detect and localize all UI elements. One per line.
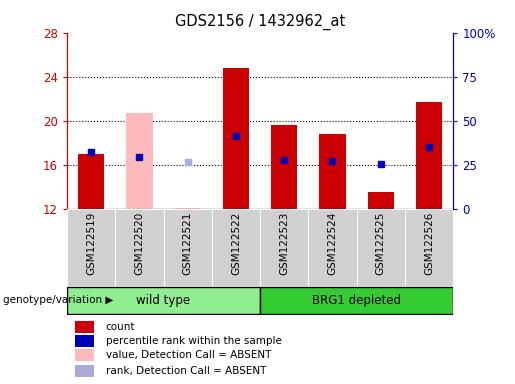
Bar [319,134,346,209]
Text: GSM122520: GSM122520 [134,212,144,275]
Text: value, Detection Call = ABSENT: value, Detection Call = ABSENT [106,350,271,360]
Text: GSM122521: GSM122521 [183,212,193,275]
Bar [260,209,308,286]
Bar [163,209,212,286]
Title: GDS2156 / 1432962_at: GDS2156 / 1432962_at [175,14,345,30]
Bar [75,365,94,377]
Bar [271,125,298,209]
Text: count: count [106,322,135,332]
FancyBboxPatch shape [67,286,260,314]
Bar [75,321,94,333]
Text: percentile rank within the sample: percentile rank within the sample [106,336,282,346]
Bar [405,209,453,286]
Text: wild type: wild type [136,294,191,307]
Text: GSM122525: GSM122525 [376,212,386,275]
FancyBboxPatch shape [260,286,453,314]
Text: GSM122519: GSM122519 [86,212,96,275]
Bar [75,349,94,361]
Bar [126,113,152,209]
Bar [212,209,260,286]
Bar [222,68,249,209]
Bar [416,102,442,209]
Text: GSM122524: GSM122524 [328,212,337,275]
Bar [175,208,201,209]
Bar [308,209,356,286]
Text: GSM122523: GSM122523 [279,212,289,275]
Bar [368,192,394,209]
Text: GSM122526: GSM122526 [424,212,434,275]
Bar [78,154,105,209]
Text: genotype/variation ▶: genotype/variation ▶ [3,295,113,306]
Text: BRG1 depleted: BRG1 depleted [312,294,401,307]
Bar [356,209,405,286]
Text: rank, Detection Call = ABSENT: rank, Detection Call = ABSENT [106,366,266,376]
Bar [67,209,115,286]
Text: GSM122522: GSM122522 [231,212,241,275]
Bar [115,209,163,286]
Bar [75,335,94,347]
